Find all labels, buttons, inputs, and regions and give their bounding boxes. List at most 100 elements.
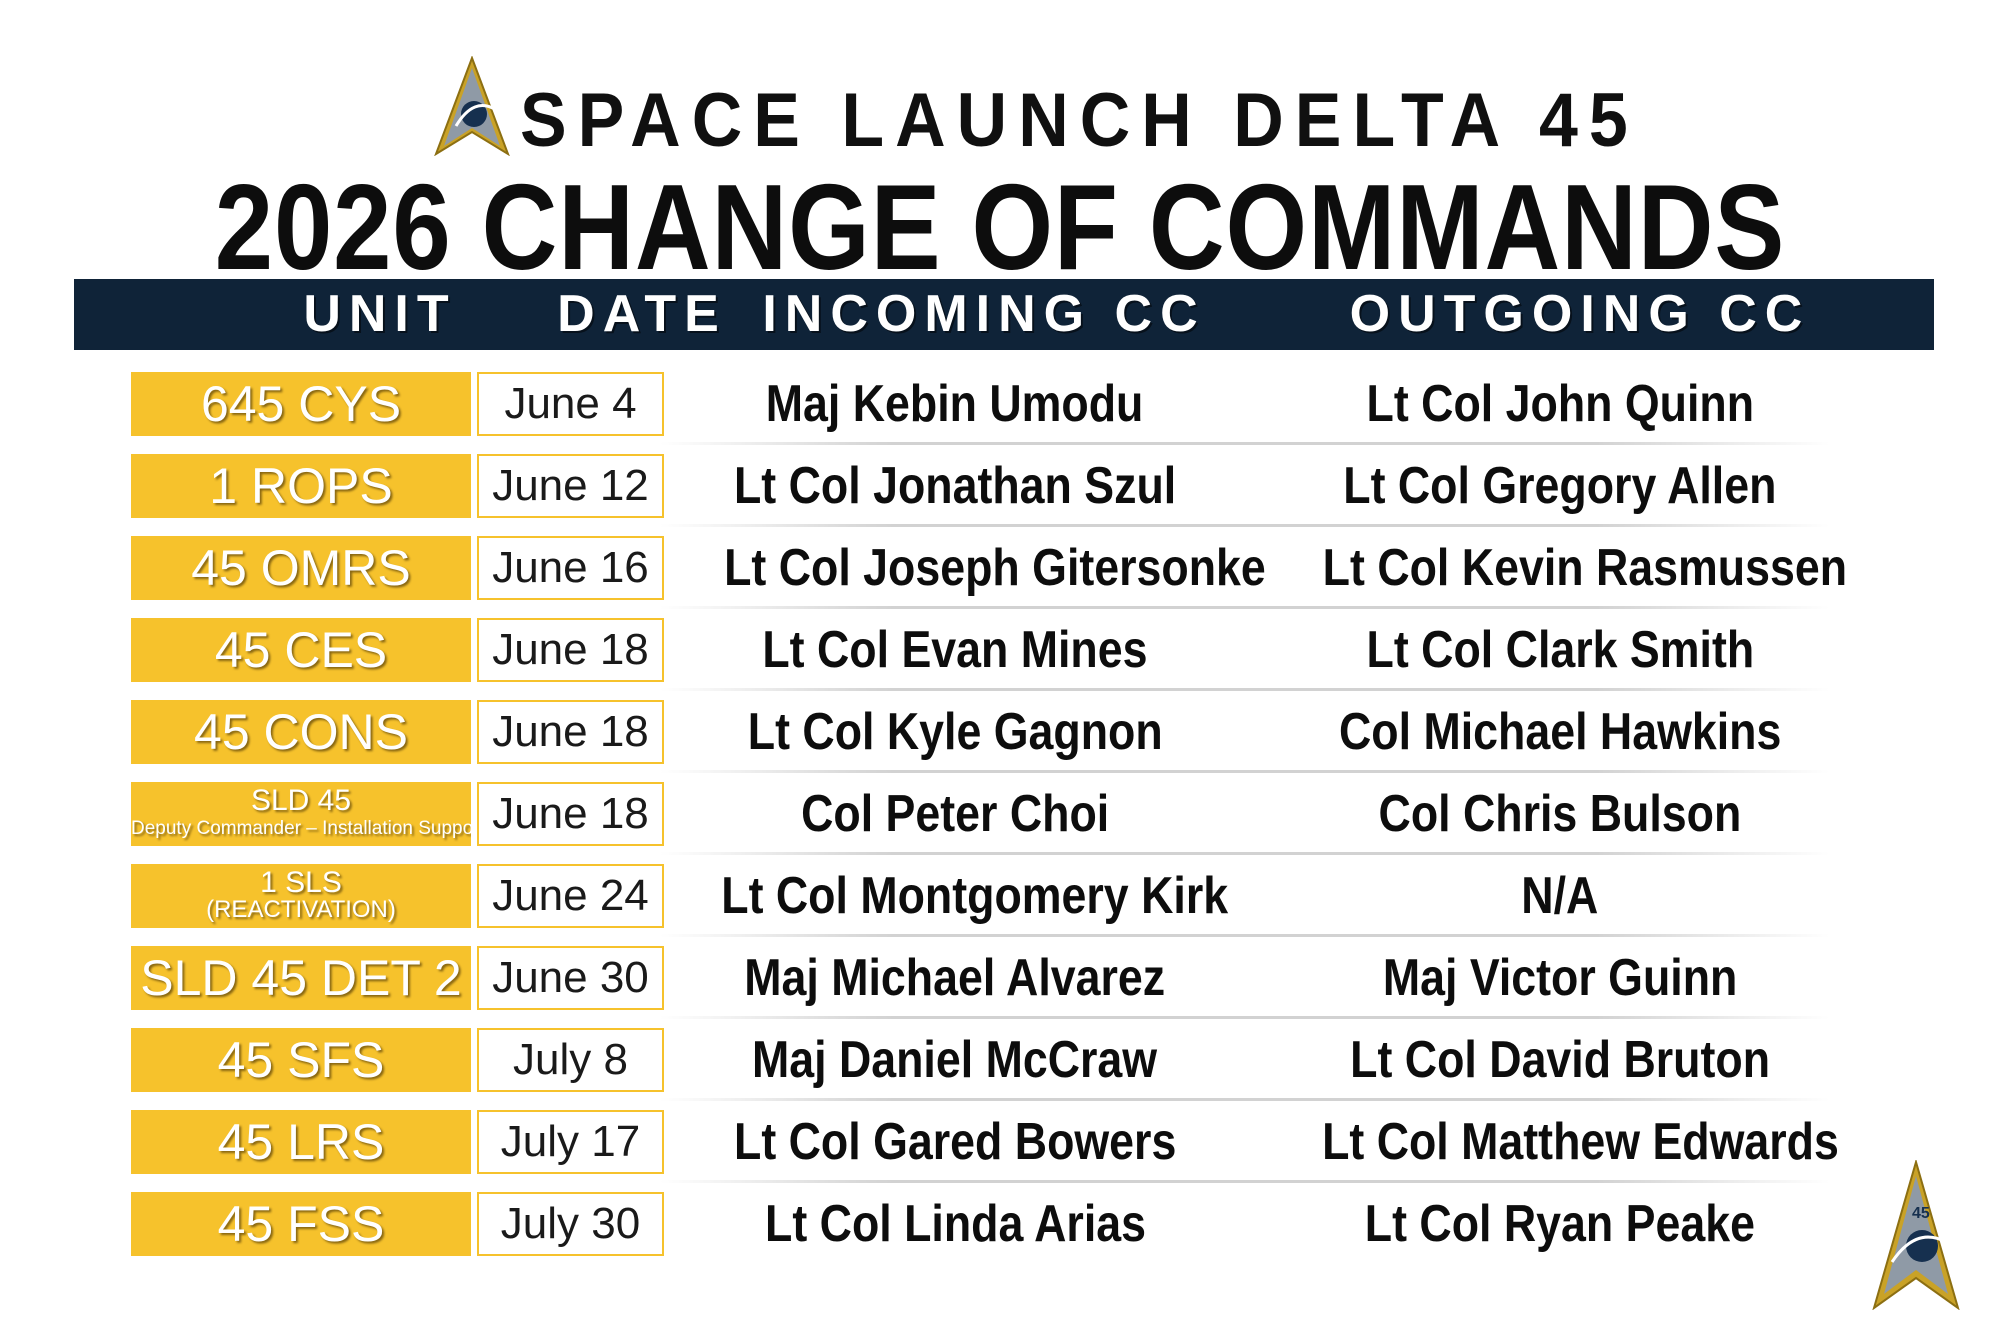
date-cell: June 16 (477, 536, 664, 600)
date-cell: June 18 (477, 782, 664, 846)
incoming-commander-cell: Lt Col Jonathan Szul (680, 454, 1230, 518)
outgoing-commander-name: Lt Col Gregory Allen (1343, 457, 1777, 515)
incoming-commander-name: Col Peter Choi (800, 785, 1110, 843)
incoming-commander-cell: Lt Col Gared Bowers (680, 1110, 1230, 1174)
unit-name: 1 SLS (260, 866, 342, 899)
outgoing-commander-name: Lt Col Kevin Rasmussen (1322, 539, 1848, 597)
incoming-commander-cell: Lt Col Montgomery Kirk (680, 864, 1230, 928)
table-row: 45 FSS July 30 Lt Col Linda Arias Lt Col… (0, 1192, 2000, 1258)
table-row: 1 SLS (REACTIVATION) June 24 Lt Col Mont… (0, 864, 2000, 937)
table-row: SLD 45 DET 2 June 30 Maj Michael Alvarez… (0, 946, 2000, 1019)
table-row: 45 CES June 18 Lt Col Evan Mines Lt Col … (0, 618, 2000, 691)
table-row: 45 CONS June 18 Lt Col Kyle Gagnon Col M… (0, 700, 2000, 773)
table-row: SLD 45 Deputy Commander – Installation S… (0, 782, 2000, 855)
row-divider (660, 1180, 1830, 1183)
incoming-commander-cell: Maj Kebin Umodu (680, 372, 1230, 436)
column-header-date: DATE (557, 285, 727, 343)
incoming-commander-name: Lt Col Joseph Gitersonke (724, 539, 1266, 597)
incoming-commander-name: Lt Col Montgomery Kirk (721, 867, 1229, 925)
column-header-incoming: INCOMING CC (762, 285, 1206, 343)
outgoing-commander-cell: Col Michael Hawkins (1280, 700, 1840, 764)
outgoing-commander-name: Lt Col John Quinn (1366, 375, 1754, 433)
incoming-commander-name: Lt Col Evan Mines (762, 621, 1148, 679)
outgoing-commander-cell: Col Chris Bulson (1280, 782, 1840, 846)
unit-cell: 1 ROPS (131, 454, 471, 518)
outgoing-commander-cell: Maj Victor Guinn (1280, 946, 1840, 1010)
outgoing-commander-name: Lt Col Clark Smith (1366, 621, 1754, 679)
table-row: 45 OMRS June 16 Lt Col Joseph Gitersonke… (0, 536, 2000, 609)
row-divider (660, 852, 1830, 855)
table-row: 45 LRS July 17 Lt Col Gared Bowers Lt Co… (0, 1110, 2000, 1183)
date-cell: July 30 (477, 1192, 664, 1256)
outgoing-commander-name: Col Chris Bulson (1378, 785, 1742, 843)
outgoing-commander-name: Col Michael Hawkins (1338, 703, 1782, 761)
page-header: SPACE LAUNCH DELTA 45 2026 CHANGE OF COM… (0, 50, 2000, 292)
outgoing-commander-name: Lt Col Ryan Peake (1364, 1195, 1756, 1253)
incoming-commander-name: Lt Col Kyle Gagnon (747, 703, 1163, 761)
incoming-commander-cell: Lt Col Joseph Gitersonke (680, 536, 1266, 600)
outgoing-commander-cell: Lt Col John Quinn (1280, 372, 1840, 436)
outgoing-commander-cell: Lt Col Matthew Edwards (1280, 1110, 1840, 1174)
incoming-commander-name: Lt Col Jonathan Szul (733, 457, 1177, 515)
row-divider (660, 606, 1830, 609)
date-cell: June 24 (477, 864, 664, 928)
unit-cell: SLD 45 Deputy Commander – Installation S… (131, 782, 471, 846)
incoming-commander-cell: Maj Michael Alvarez (680, 946, 1230, 1010)
unit-name: SLD 45 (250, 784, 352, 817)
row-divider (660, 1016, 1830, 1019)
date-cell: June 30 (477, 946, 664, 1010)
emblem-number: 45 (1912, 1205, 1930, 1222)
table-row: 645 CYS June 4 Maj Kebin Umodu Lt Col Jo… (0, 372, 2000, 445)
row-divider (660, 524, 1830, 527)
outgoing-commander-cell: Lt Col Gregory Allen (1280, 454, 1840, 518)
outgoing-commander-cell: N/A (1280, 864, 1840, 928)
org-title: SPACE LAUNCH DELTA 45 (520, 78, 1639, 163)
outgoing-commander-name: Lt Col Matthew Edwards (1322, 1113, 1839, 1171)
date-cell: July 17 (477, 1110, 664, 1174)
row-divider (660, 1098, 1830, 1101)
delta-45-emblem-icon: 45 (1872, 1160, 1960, 1310)
outgoing-commander-name: Maj Victor Guinn (1382, 949, 1738, 1007)
row-divider (660, 442, 1830, 445)
page-title: 2026 CHANGE OF COMMANDS (214, 159, 1786, 295)
incoming-commander-name: Maj Kebin Umodu (766, 375, 1144, 433)
unit-cell: 45 CONS (131, 700, 471, 764)
outgoing-commander-cell: Lt Col Kevin Rasmussen (1280, 536, 1847, 600)
column-header-unit: UNIT (303, 285, 457, 343)
incoming-commander-name: Maj Michael Alvarez (744, 949, 1166, 1007)
date-cell: June 4 (477, 372, 664, 436)
outgoing-commander-cell: Lt Col Clark Smith (1280, 618, 1840, 682)
outgoing-commander-cell: Lt Col David Bruton (1280, 1028, 1840, 1092)
incoming-commander-cell: Lt Col Kyle Gagnon (680, 700, 1230, 764)
table-row: 45 SFS July 8 Maj Daniel McCraw Lt Col D… (0, 1028, 2000, 1101)
incoming-commander-cell: Lt Col Linda Arias (680, 1192, 1230, 1256)
incoming-commander-cell: Lt Col Evan Mines (680, 618, 1230, 682)
incoming-commander-name: Lt Col Gared Bowers (733, 1113, 1177, 1171)
date-cell: June 18 (477, 700, 664, 764)
table-header: UNIT DATE INCOMING CC OUTGOING CC (74, 279, 1934, 350)
date-cell: June 18 (477, 618, 664, 682)
unit-cell: 45 LRS (131, 1110, 471, 1174)
outgoing-commander-name: N/A (1521, 867, 1599, 925)
row-divider (660, 770, 1830, 773)
column-header-outgoing: OUTGOING CC (1349, 285, 1811, 343)
row-divider (660, 934, 1830, 937)
incoming-commander-name: Maj Daniel McCraw (752, 1031, 1158, 1089)
unit-cell: 45 OMRS (131, 536, 471, 600)
unit-cell: 45 CES (131, 618, 471, 682)
date-cell: June 12 (477, 454, 664, 518)
unit-subtitle: (REACTIVATION) (206, 896, 396, 923)
incoming-commander-cell: Col Peter Choi (680, 782, 1230, 846)
delta-logo-icon (434, 56, 510, 156)
incoming-commander-name: Lt Col Linda Arias (764, 1195, 1146, 1253)
unit-cell: 1 SLS (REACTIVATION) (131, 864, 471, 928)
unit-cell: SLD 45 DET 2 (131, 946, 471, 1010)
row-divider (660, 688, 1830, 691)
date-cell: July 8 (477, 1028, 664, 1092)
incoming-commander-cell: Maj Daniel McCraw (680, 1028, 1230, 1092)
unit-cell: 645 CYS (131, 372, 471, 436)
unit-cell: 45 FSS (131, 1192, 471, 1256)
outgoing-commander-cell: Lt Col Ryan Peake (1280, 1192, 1840, 1256)
table-row: 1 ROPS June 12 Lt Col Jonathan Szul Lt C… (0, 454, 2000, 527)
outgoing-commander-name: Lt Col David Bruton (1350, 1031, 1770, 1089)
